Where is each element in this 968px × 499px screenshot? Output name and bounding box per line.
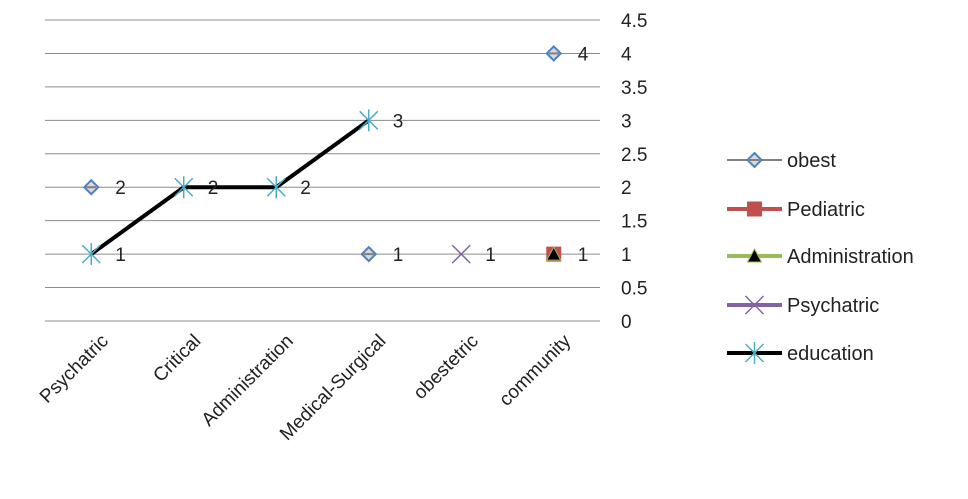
legend-item: Administration <box>727 246 914 268</box>
legend-label: Pediatric <box>787 199 865 221</box>
y-tick-label: 3 <box>621 111 632 132</box>
marker-diamond <box>360 245 378 263</box>
y-tick-label: 4.5 <box>621 11 647 32</box>
marker-triangle <box>746 247 763 263</box>
marker-star <box>266 176 286 199</box>
legend-item: Psychatric <box>727 295 879 317</box>
x-tick-label: community <box>495 330 575 410</box>
y-tick-label: 2 <box>621 178 632 199</box>
marker-diamond <box>82 178 100 196</box>
data-label: 1 <box>115 245 126 266</box>
marker-square <box>747 201 762 217</box>
data-label: 4 <box>578 44 589 65</box>
data-label: 1 <box>393 245 404 266</box>
legend-item: obest <box>727 150 836 172</box>
series-psychatric: 1 <box>451 244 496 266</box>
y-tick-label: 0.5 <box>621 279 647 300</box>
series-education: 1 2 2 3 <box>81 109 404 266</box>
data-label: 1 <box>578 245 589 266</box>
legend-label: Administration <box>787 246 914 268</box>
data-label: 2 <box>300 178 311 199</box>
data-label: 2 <box>115 178 126 199</box>
data-label: 1 <box>485 245 496 266</box>
marker-star <box>359 109 379 132</box>
y-tick-label: 1 <box>621 245 632 266</box>
legend-item: Pediatric <box>727 199 865 221</box>
series-obest: 2 1 4 <box>82 44 589 266</box>
series-line <box>90 118 370 256</box>
legend: obest Pediatric Administration Psychatric ed… <box>727 150 914 365</box>
legend-label: obest <box>787 150 836 172</box>
y-tick-label: 2.5 <box>621 145 647 166</box>
marker-star <box>81 243 101 266</box>
x-tick-label: Critical <box>149 331 205 387</box>
y-tick-label: 0 <box>621 312 632 333</box>
marker-star <box>174 176 194 199</box>
legend-label: education <box>787 343 874 365</box>
y-tick-label: 3.5 <box>621 78 647 99</box>
x-stroke <box>451 244 471 264</box>
marker-diamond <box>545 45 563 62</box>
x-tick-label: Administration <box>198 331 298 431</box>
data-label: 3 <box>393 111 404 132</box>
x-tick-label: Psychatric <box>36 331 113 408</box>
legend-item: education <box>727 342 874 365</box>
marker-star <box>744 342 765 364</box>
marker-diamond <box>746 151 763 169</box>
legend-label: Psychatric <box>787 295 879 317</box>
y-tick-label: 1.5 <box>621 212 647 233</box>
marker-x <box>744 295 765 315</box>
data-label: 2 <box>208 178 219 199</box>
x-tick-label: obestetric <box>410 331 483 404</box>
series-administration: 1 <box>545 245 589 266</box>
marker-triangle <box>545 246 562 261</box>
y-tick-label: 4 <box>621 44 632 65</box>
x-stroke <box>744 295 765 315</box>
marker-x <box>451 244 471 264</box>
